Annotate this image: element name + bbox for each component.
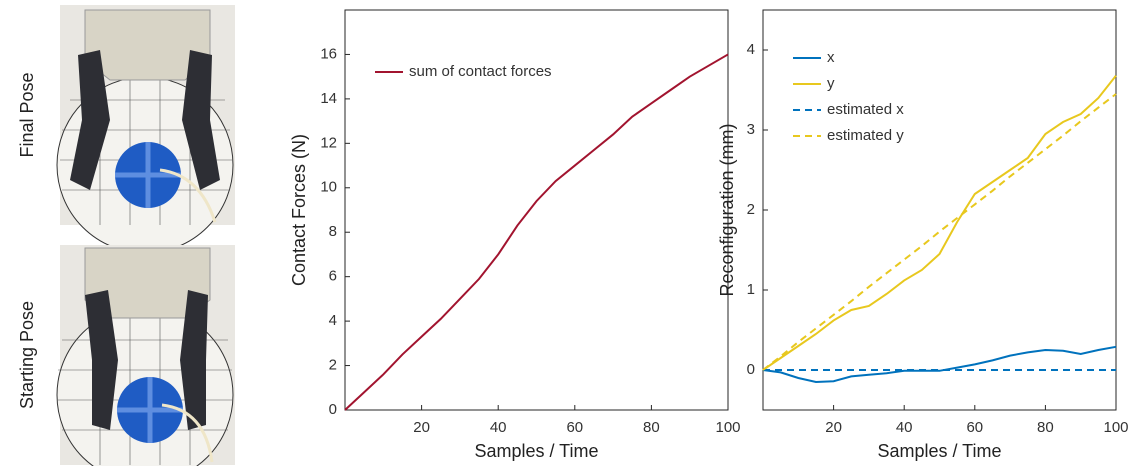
x-axis-label: Samples / Time [474,441,598,461]
photo-label: Starting Pose [17,301,37,409]
series-line [762,74,1117,371]
y-tick-label: 2 [747,201,755,218]
x-tick-label: 100 [715,419,740,436]
x-tick-label: 100 [1103,419,1128,436]
y-tick-label: 14 [320,90,337,107]
x-tick-label: 20 [825,419,842,436]
series-line [762,345,1117,384]
legend-label: estimated y [827,127,904,144]
series-line [762,93,1117,371]
y-tick-label: 0 [747,361,755,378]
y-tick-label: 16 [320,45,337,62]
plot-frame [344,9,729,411]
y-tick-label: 4 [329,312,337,329]
x-tick-label: 80 [1037,419,1054,436]
y-tick-label: 10 [320,179,337,196]
y-tick-label: 8 [329,223,337,240]
x-axis-label: Samples / Time [877,441,1001,461]
x-tick-label: 40 [896,419,913,436]
y-tick-label: 0 [329,401,337,418]
y-axis-label: Reconfiguration (mm) [717,123,737,296]
x-tick-label: 20 [413,419,430,436]
x-tick-label: 40 [490,419,507,436]
y-tick-label: 1 [747,281,755,298]
legend-label: x [827,49,835,66]
legend-label: y [827,75,835,92]
y-axis-label: Contact Forces (N) [289,134,309,286]
photo-label: Final Pose [17,72,37,157]
x-tick-label: 60 [966,419,983,436]
legend-label: estimated x [827,101,904,118]
x-tick-label: 80 [643,419,660,436]
x-tick-label: 60 [566,419,583,436]
photo-start [56,245,235,466]
y-tick-label: 12 [320,134,337,151]
legend-label: sum of contact forces [409,63,552,80]
y-tick-label: 4 [747,41,755,58]
y-tick-label: 2 [329,357,337,374]
y-tick-label: 6 [329,268,337,285]
series-line [344,53,729,411]
photo-final [56,5,235,254]
y-tick-label: 3 [747,121,755,138]
